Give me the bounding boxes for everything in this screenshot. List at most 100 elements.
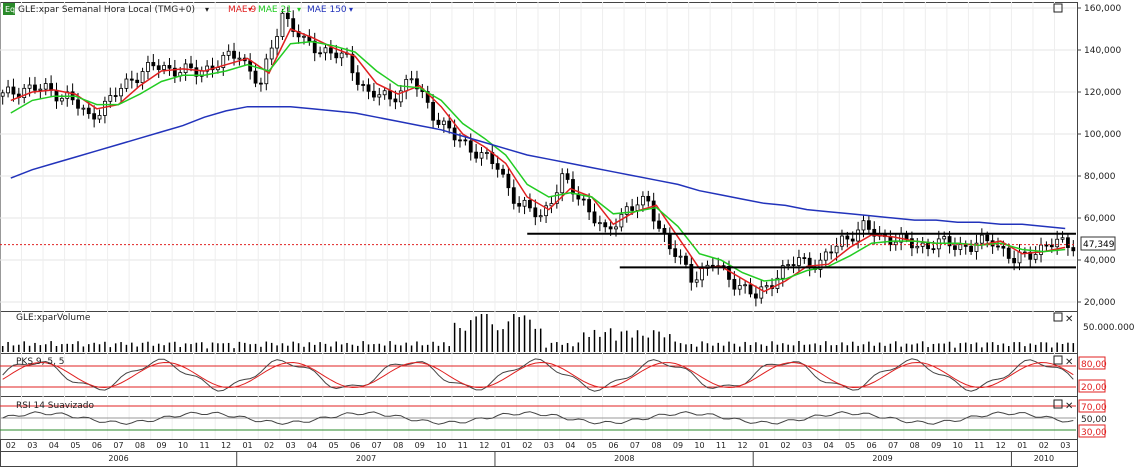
volume-title[interactable]: GLE:xparVolume bbox=[16, 313, 91, 323]
candle-body bbox=[608, 226, 613, 230]
candle-body bbox=[791, 264, 796, 266]
candle-body bbox=[915, 245, 920, 249]
close-rsi-panel-icon[interactable]: ✕ bbox=[1065, 401, 1073, 412]
month-label: 08 bbox=[393, 441, 403, 450]
legend-mae9[interactable]: MAE 9 bbox=[228, 5, 256, 15]
candle-body bbox=[1066, 237, 1070, 248]
month-label: 10 bbox=[953, 441, 963, 450]
maximize-rsi-panel-icon[interactable] bbox=[1053, 399, 1063, 409]
candle-body bbox=[737, 285, 742, 290]
maximize-volume-panel-icon[interactable] bbox=[1053, 312, 1063, 322]
maximize-stochastic-panel-icon[interactable] bbox=[1053, 355, 1063, 365]
year-label: 2008 bbox=[614, 454, 634, 463]
month-label: 10 bbox=[178, 441, 188, 450]
y-tick-label: 160,000 bbox=[1084, 4, 1121, 14]
legend-mae21-dropdown-icon[interactable]: ▾ bbox=[297, 5, 301, 14]
candle-body bbox=[861, 220, 866, 231]
candle-body bbox=[829, 251, 834, 254]
month-label: 06 bbox=[867, 441, 877, 450]
candle-body bbox=[511, 187, 516, 204]
candle-body bbox=[226, 50, 231, 56]
candle-body bbox=[183, 63, 188, 74]
candle-body bbox=[92, 113, 97, 120]
candle-body bbox=[124, 78, 129, 89]
candle-body bbox=[140, 71, 145, 84]
year-label: 2007 bbox=[356, 454, 376, 463]
candle-body bbox=[942, 236, 947, 240]
candle-body bbox=[76, 99, 80, 109]
month-label: 12 bbox=[996, 441, 1006, 450]
candle-body bbox=[334, 52, 339, 59]
candle-body bbox=[232, 50, 236, 59]
close-volume-panel-icon[interactable]: ✕ bbox=[1065, 314, 1073, 325]
candle-body bbox=[253, 70, 258, 84]
month-label: 02 bbox=[522, 441, 532, 450]
y-tick-label: 60,000 bbox=[1084, 214, 1116, 224]
candle-body bbox=[958, 243, 963, 250]
candle-body bbox=[312, 40, 317, 54]
candle-body bbox=[323, 47, 328, 54]
candle-body bbox=[797, 257, 801, 266]
stochastic-title[interactable]: PKS 9, 5, 5 bbox=[16, 357, 65, 367]
volume-y-tick: 50.000.000 bbox=[1083, 323, 1135, 333]
candle-body bbox=[985, 234, 990, 242]
y-tick-label: 80,000 bbox=[1084, 172, 1116, 182]
month-label: 03 bbox=[544, 441, 554, 450]
legend-mae21[interactable]: MAE 21 bbox=[258, 5, 292, 15]
candle-body bbox=[458, 139, 462, 142]
candle-body bbox=[630, 206, 635, 211]
candle-body bbox=[398, 90, 403, 103]
legend-mae150-dropdown-icon[interactable]: ▾ bbox=[349, 5, 353, 14]
rsi-line bbox=[0, 405, 1076, 431]
month-label: 02 bbox=[1039, 441, 1049, 450]
rsi-level-30: 30,00 bbox=[1081, 428, 1107, 438]
candle-body bbox=[43, 83, 48, 90]
candle-body bbox=[189, 63, 193, 69]
month-label: 11 bbox=[716, 441, 726, 450]
candle-body bbox=[759, 286, 764, 299]
candle-body bbox=[866, 220, 871, 230]
symbol-dropdown-icon[interactable]: ▾ bbox=[205, 5, 209, 14]
time-axis: 02 03 04 05 06 07 08 09 10 11 12 01 02 03 04 05 06 07 08 09… bbox=[6, 441, 1070, 466]
candle-body bbox=[355, 72, 360, 85]
candle-body bbox=[592, 211, 597, 224]
legend-mae9-dropdown-icon[interactable]: ▾ bbox=[248, 5, 252, 14]
y-tick-label: 100,000 bbox=[1084, 130, 1121, 140]
series-line-mae-150 bbox=[10, 105, 1066, 230]
candle-body bbox=[678, 255, 683, 258]
support-resistance-lines bbox=[0, 232, 1076, 269]
candle-body bbox=[953, 245, 957, 250]
candle-body bbox=[302, 35, 306, 38]
candle-body bbox=[979, 234, 984, 244]
maximize-price-panel-icon[interactable] bbox=[1053, 3, 1063, 13]
symbol-label[interactable]: GLE:xpar Semanal Hora Local (TMG+0) bbox=[18, 5, 195, 15]
candle-body bbox=[27, 84, 32, 89]
month-label: 06 bbox=[350, 441, 360, 450]
month-label: 04 bbox=[49, 441, 59, 450]
candle-body bbox=[291, 18, 296, 32]
candle-body bbox=[495, 163, 500, 170]
candle-body bbox=[361, 84, 366, 86]
rsi-level-70: 70,00 bbox=[1081, 403, 1107, 413]
candle-body bbox=[641, 195, 645, 206]
candle-body bbox=[388, 90, 392, 100]
rsi-title[interactable]: RSI 14 Suavizado bbox=[16, 401, 95, 411]
legend-mae150[interactable]: MAE 150 bbox=[307, 5, 347, 15]
candle-body bbox=[893, 241, 898, 246]
candle-body bbox=[409, 78, 414, 81]
stoch-level-80: 80,00 bbox=[1081, 360, 1107, 370]
candle-body bbox=[38, 88, 43, 91]
candle-body bbox=[1039, 244, 1043, 255]
candle-body bbox=[538, 215, 543, 218]
candle-body bbox=[479, 152, 484, 159]
month-label: 02 bbox=[264, 441, 274, 450]
y-tick-label: 40,000 bbox=[1084, 256, 1116, 266]
close-stochastic-panel-icon[interactable]: ✕ bbox=[1065, 357, 1073, 368]
candle-body bbox=[667, 233, 672, 250]
candle-body bbox=[802, 257, 807, 259]
candle-body bbox=[113, 95, 118, 97]
app-badge-icon[interactable] bbox=[3, 3, 15, 15]
candle-body bbox=[748, 284, 753, 295]
candle-body bbox=[318, 52, 323, 55]
